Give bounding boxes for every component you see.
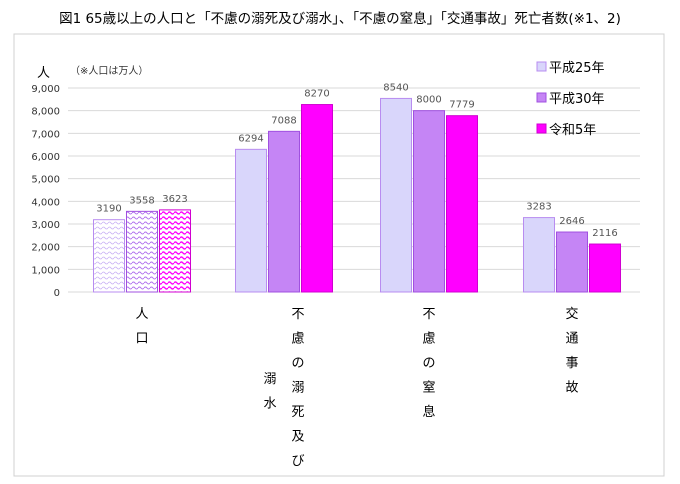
y-tick-label: 7,000 bbox=[31, 129, 60, 140]
y-tick-label: 6,000 bbox=[31, 152, 60, 163]
bar bbox=[556, 231, 588, 293]
y-tick-label: 2,000 bbox=[31, 243, 60, 254]
category-label: 息 bbox=[422, 404, 435, 420]
bar bbox=[268, 130, 300, 293]
category-label: 溺 bbox=[263, 372, 276, 387]
category-label: 溺 bbox=[291, 381, 304, 396]
category-label: 口 bbox=[135, 332, 148, 347]
category-label: 慮 bbox=[291, 332, 304, 347]
chart-frame bbox=[13, 33, 665, 477]
y-tick-label: 3,000 bbox=[31, 220, 60, 231]
data-label: 3623 bbox=[162, 194, 187, 205]
bar bbox=[235, 148, 267, 293]
category-label: 不 bbox=[291, 307, 304, 322]
category-label: 慮 bbox=[422, 332, 435, 347]
chart-title: 図1 65歳以上の人口と「不慮の溺死及び溺水」、「不慮の窒息」「交通事故」死亡者… bbox=[59, 10, 621, 27]
legend-label: 令和5年 bbox=[549, 123, 596, 138]
category-label: 故 bbox=[565, 381, 578, 396]
data-label: 8000 bbox=[416, 95, 441, 106]
category-label: 事 bbox=[565, 356, 578, 371]
y-tick-label: 0 bbox=[54, 288, 60, 299]
category-label: び bbox=[291, 454, 304, 469]
legend-swatch bbox=[536, 92, 547, 103]
legend-label: 平成25年 bbox=[549, 61, 605, 76]
category-label: 死 bbox=[291, 405, 304, 420]
bar bbox=[159, 209, 191, 293]
data-label: 7088 bbox=[271, 115, 296, 126]
bar bbox=[523, 217, 555, 293]
data-label: 2116 bbox=[592, 228, 617, 239]
legend-label: 平成30年 bbox=[549, 92, 605, 107]
bar bbox=[380, 97, 412, 293]
bar bbox=[446, 115, 478, 293]
y-tick-label: 1,000 bbox=[31, 265, 60, 276]
data-label: 8540 bbox=[383, 82, 408, 93]
category-label: 人 bbox=[135, 307, 148, 322]
data-label: 3190 bbox=[96, 204, 121, 215]
bar bbox=[413, 110, 445, 293]
y-axis-label: 人 bbox=[37, 66, 50, 81]
category-label: 窒 bbox=[422, 380, 435, 396]
category-label: の bbox=[422, 356, 435, 371]
category-label: 水 bbox=[263, 397, 276, 412]
data-label: 8270 bbox=[304, 89, 329, 100]
legend-swatch bbox=[536, 61, 547, 72]
bar bbox=[126, 210, 158, 293]
y-tick-label: 9,000 bbox=[31, 84, 60, 95]
bar bbox=[301, 104, 333, 293]
y-tick-label: 4,000 bbox=[31, 197, 60, 208]
category-label: 交 bbox=[565, 306, 578, 322]
category-label: の bbox=[291, 356, 304, 371]
bar bbox=[93, 219, 125, 293]
data-label: 3283 bbox=[526, 202, 551, 213]
category-label: 不 bbox=[422, 307, 435, 322]
data-label: 6294 bbox=[238, 133, 263, 144]
data-label: 7779 bbox=[449, 100, 474, 111]
legend-swatch bbox=[536, 123, 547, 134]
bar bbox=[589, 243, 621, 293]
data-label: 2646 bbox=[559, 216, 584, 227]
y-tick-label: 5,000 bbox=[31, 175, 60, 186]
y-tick-label: 8,000 bbox=[31, 107, 60, 118]
category-label: 通 bbox=[565, 332, 578, 347]
chart-note: （※人口は万人） bbox=[70, 65, 148, 77]
category-label: 及 bbox=[291, 430, 304, 445]
data-label: 3558 bbox=[129, 195, 154, 206]
